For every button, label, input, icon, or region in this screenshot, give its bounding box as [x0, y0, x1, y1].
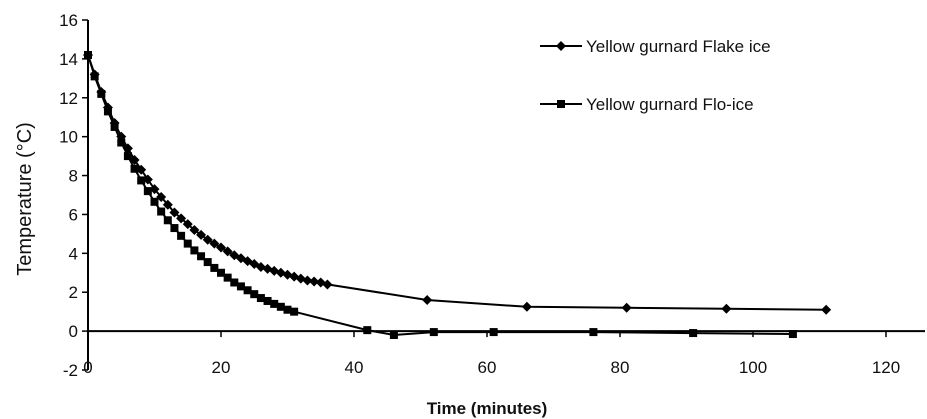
data-point: [721, 303, 732, 314]
data-point: [142, 174, 153, 185]
data-point: [123, 152, 132, 161]
x-tick-label: 120: [872, 358, 900, 377]
data-point: [429, 328, 438, 337]
data-point: [170, 224, 179, 233]
y-tick-label: 12: [59, 89, 78, 108]
data-point: [90, 72, 99, 81]
series-group: [83, 50, 832, 339]
data-point: [196, 229, 207, 240]
data-point: [150, 197, 159, 206]
x-tick-label: 0: [83, 358, 92, 377]
data-point: [263, 296, 272, 305]
data-point: [821, 304, 832, 315]
x-tick-label: 20: [212, 358, 231, 377]
data-point: [183, 239, 192, 248]
data-point: [276, 302, 285, 311]
x-tick-label: 60: [478, 358, 497, 377]
y-tick-label: 10: [59, 128, 78, 147]
y-tick-label: 14: [59, 50, 78, 69]
legend-label: Yellow gurnard Flo-ice: [586, 95, 754, 114]
data-point: [309, 276, 320, 287]
series-2: [84, 51, 797, 339]
data-point: [243, 286, 252, 295]
x-tick-label: 40: [345, 358, 364, 377]
legend-marker: [556, 41, 566, 51]
data-point: [283, 305, 292, 314]
data-point: [149, 184, 160, 195]
data-point: [422, 295, 433, 305]
data-point: [157, 207, 166, 216]
data-point: [250, 290, 259, 299]
x-tick-label: 80: [611, 358, 630, 377]
data-point: [322, 279, 333, 290]
data-point: [176, 213, 187, 224]
data-point: [689, 329, 698, 338]
legend: Yellow gurnard Flake ice Yellow gurnard F…: [540, 37, 771, 114]
data-point: [223, 273, 232, 282]
y-tick-label: -2: [63, 361, 78, 380]
data-point: [203, 258, 212, 267]
x-tick-label: 100: [739, 358, 767, 377]
data-point: [236, 282, 245, 291]
y-axis-title: Temperature (°C): [14, 122, 36, 276]
data-point: [137, 176, 146, 185]
data-point: [136, 164, 147, 175]
axes: -2 0 2 4 6 8 10 12 14 16 0 20 40 60 80 100 120: [59, 11, 925, 380]
data-point: [230, 278, 239, 287]
data-point: [190, 246, 199, 255]
y-tick-label: 6: [69, 205, 78, 224]
data-point: [222, 246, 233, 257]
data-point: [169, 207, 180, 218]
data-point: [270, 299, 279, 308]
data-point: [216, 242, 226, 253]
data-point: [489, 328, 498, 337]
legend-item: Yellow gurnard Flo-ice: [540, 95, 754, 114]
data-point: [117, 138, 126, 147]
data-point: [302, 275, 313, 286]
data-point: [621, 302, 632, 313]
data-point: [182, 219, 193, 230]
data-point: [209, 238, 220, 249]
legend-marker: [557, 100, 565, 108]
y-tick-label: 4: [69, 244, 78, 263]
data-point: [156, 191, 167, 202]
data-point: [210, 263, 219, 272]
data-point: [103, 107, 112, 116]
data-point: [130, 164, 139, 173]
y-tick-label: 2: [69, 283, 78, 302]
data-point: [389, 331, 398, 339]
data-point: [788, 330, 797, 339]
data-point: [110, 122, 119, 131]
data-point: [217, 268, 225, 277]
data-point: [363, 326, 372, 335]
data-point: [197, 252, 206, 261]
data-point: [84, 51, 92, 59]
series-1: [83, 50, 832, 315]
data-point: [177, 231, 186, 240]
series-line: [87, 54, 827, 311]
data-point: [162, 199, 173, 210]
legend-label: Yellow gurnard Flake ice: [586, 37, 771, 56]
data-point: [521, 301, 532, 312]
data-point: [589, 328, 598, 337]
data-point: [97, 89, 106, 98]
y-tick-label: 0: [69, 322, 78, 341]
y-tick-label: 8: [69, 167, 78, 186]
data-point: [143, 187, 152, 196]
y-tick-label: 16: [59, 11, 78, 30]
data-point: [290, 307, 299, 316]
data-point: [189, 225, 200, 235]
x-axis-title: Time (minutes): [427, 399, 548, 418]
data-point: [202, 234, 213, 245]
data-point: [163, 216, 172, 225]
data-point: [256, 294, 265, 303]
legend-item: Yellow gurnard Flake ice: [540, 37, 771, 56]
